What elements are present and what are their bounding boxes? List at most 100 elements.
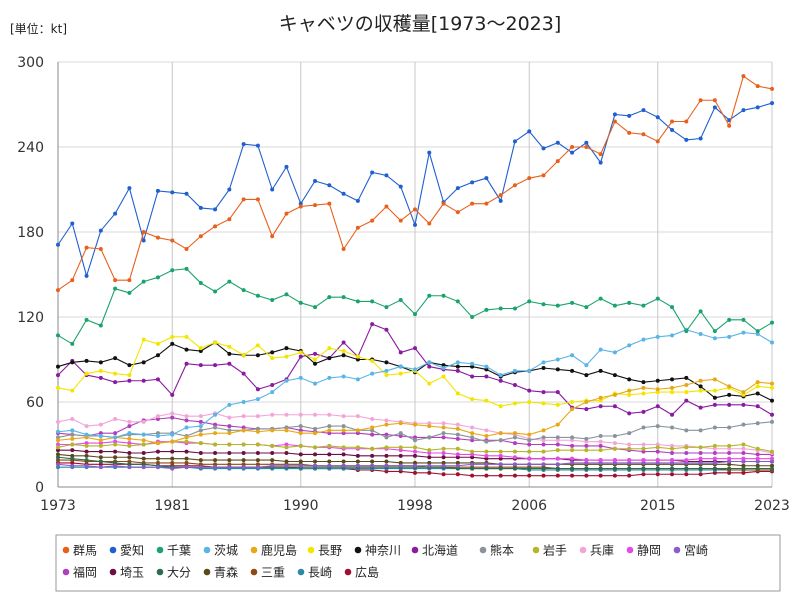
data-point bbox=[584, 373, 589, 378]
data-point bbox=[141, 456, 146, 461]
data-point bbox=[627, 113, 632, 118]
data-point bbox=[641, 449, 646, 454]
data-point bbox=[755, 463, 760, 468]
data-point bbox=[655, 445, 660, 450]
data-point bbox=[227, 458, 232, 463]
data-point bbox=[70, 436, 75, 441]
data-point bbox=[241, 400, 246, 404]
legend-item: 熊本 bbox=[479, 543, 514, 558]
data-point bbox=[670, 390, 675, 395]
data-point bbox=[213, 465, 218, 470]
data-point bbox=[170, 334, 175, 339]
data-point bbox=[598, 152, 603, 157]
data-point bbox=[641, 446, 646, 451]
data-point bbox=[113, 439, 118, 444]
legend-label: 静岡 bbox=[637, 544, 661, 558]
x-axis-ticks: 1973 1981 1990 1998 2006 2015 2023 bbox=[40, 498, 790, 514]
data-point bbox=[470, 449, 475, 454]
legend-label: 三重 bbox=[261, 566, 285, 580]
data-point bbox=[612, 112, 617, 117]
data-point bbox=[655, 390, 660, 395]
data-point bbox=[598, 434, 603, 438]
legend-label: 大分 bbox=[167, 566, 191, 580]
data-point bbox=[56, 458, 60, 463]
data-point bbox=[170, 460, 175, 465]
data-point bbox=[313, 179, 318, 183]
data-point bbox=[470, 374, 475, 379]
data-point bbox=[584, 466, 589, 471]
data-point bbox=[155, 341, 160, 346]
data-point bbox=[512, 431, 517, 436]
data-point bbox=[56, 465, 60, 470]
data-point bbox=[498, 404, 503, 409]
data-point bbox=[427, 381, 432, 386]
data-point bbox=[227, 279, 232, 284]
data-point bbox=[127, 424, 132, 429]
data-point bbox=[712, 466, 717, 471]
data-point bbox=[655, 115, 660, 120]
data-point bbox=[427, 470, 432, 475]
data-point bbox=[555, 303, 560, 308]
legend-label: 茨城 bbox=[214, 544, 238, 558]
data-point bbox=[712, 402, 717, 407]
data-point bbox=[127, 278, 132, 283]
data-point bbox=[727, 384, 732, 389]
data-point bbox=[727, 451, 732, 455]
data-point bbox=[512, 183, 517, 188]
data-point bbox=[413, 445, 417, 450]
data-point bbox=[170, 268, 175, 273]
data-point bbox=[570, 438, 575, 443]
data-point bbox=[155, 275, 160, 280]
data-point bbox=[641, 425, 646, 430]
data-point bbox=[727, 459, 732, 464]
data-point bbox=[284, 459, 289, 464]
data-point bbox=[213, 340, 218, 345]
data-point bbox=[298, 375, 303, 380]
data-point bbox=[213, 422, 218, 427]
data-point bbox=[698, 332, 703, 336]
series-鹿児島 bbox=[56, 377, 774, 446]
data-point bbox=[627, 388, 632, 393]
data-point bbox=[541, 428, 546, 433]
data-point bbox=[698, 378, 703, 383]
data-point bbox=[770, 419, 774, 424]
data-point bbox=[441, 472, 446, 477]
data-point bbox=[213, 442, 218, 447]
data-point bbox=[313, 361, 318, 366]
data-point bbox=[598, 448, 603, 453]
data-point bbox=[227, 462, 232, 467]
legend-marker bbox=[203, 568, 211, 576]
data-point bbox=[127, 373, 132, 378]
data-point bbox=[641, 391, 646, 396]
data-point bbox=[541, 466, 546, 471]
data-point bbox=[770, 466, 774, 471]
data-point bbox=[184, 449, 189, 454]
data-point bbox=[370, 218, 375, 223]
data-point bbox=[170, 439, 175, 444]
data-point bbox=[570, 300, 575, 305]
data-point bbox=[427, 435, 432, 440]
data-point bbox=[712, 446, 717, 451]
data-point bbox=[698, 309, 703, 314]
data-point bbox=[541, 462, 546, 467]
data-point bbox=[413, 449, 417, 454]
data-point bbox=[698, 388, 703, 393]
data-point bbox=[213, 462, 218, 467]
data-point bbox=[441, 425, 446, 430]
data-point bbox=[241, 451, 246, 455]
data-point bbox=[384, 327, 389, 332]
data-point bbox=[555, 456, 560, 461]
data-point bbox=[670, 472, 675, 477]
legend-label: 兵庫 bbox=[590, 544, 614, 558]
x-tick-label: 1973 bbox=[40, 498, 76, 514]
data-point bbox=[370, 358, 375, 363]
data-point bbox=[441, 435, 446, 440]
data-point bbox=[398, 463, 403, 468]
legend-item: 福岡 bbox=[62, 565, 97, 580]
data-point bbox=[441, 460, 446, 465]
data-point bbox=[655, 424, 660, 429]
data-point bbox=[712, 395, 717, 400]
data-point bbox=[741, 442, 746, 447]
data-point bbox=[655, 442, 660, 447]
data-point bbox=[670, 305, 675, 310]
